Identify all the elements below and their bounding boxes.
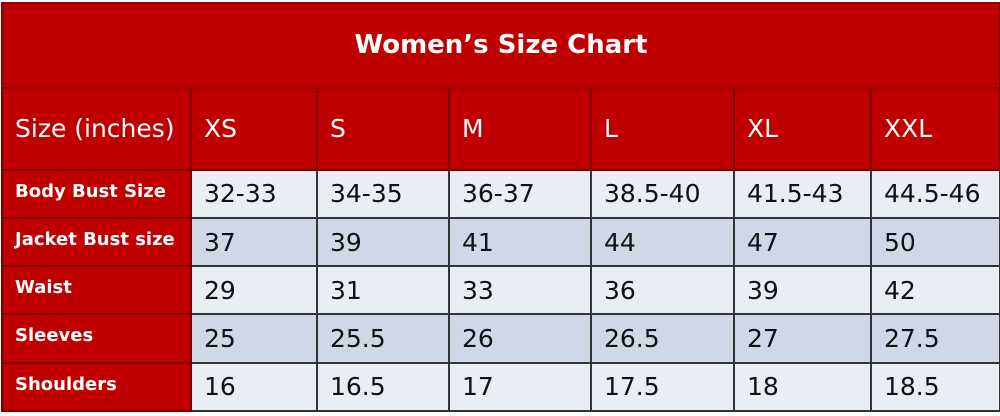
table-row: Body Bust Size 32-33 34-35 36-37 38.5-40 41.5…: [1, 168, 1000, 219]
table-cell: 17.5: [590, 361, 735, 413]
table-cell: 25: [190, 313, 318, 364]
row-label: Shoulders: [1, 361, 192, 413]
row-label: Body Bust Size: [1, 168, 192, 219]
table-cell: 34-35: [316, 168, 450, 219]
table-cell: 25.5: [316, 313, 450, 364]
table-cell: 44: [590, 216, 735, 268]
row-label: Jacket Bust size: [1, 216, 192, 268]
table-cell: 32-33: [190, 168, 318, 219]
table-cell: 26.5: [590, 313, 735, 364]
header-m: M: [448, 86, 592, 171]
table-cell: 39: [733, 265, 872, 316]
table-cell: 42: [869, 265, 1000, 316]
table-cell: 50: [869, 216, 1000, 268]
header-xs: XS: [190, 86, 318, 171]
table-cell: 39: [316, 216, 450, 268]
table-cell: 31: [316, 265, 450, 316]
table-cell: 36: [590, 265, 735, 316]
header-row: Size (inches) XS S M L XL XXL: [1, 86, 1000, 171]
header-l: L: [590, 86, 735, 171]
table-row: Shoulders 16 16.5 17 17.5 18 18.5: [1, 361, 1000, 413]
table-cell: 17: [448, 361, 592, 413]
table-cell: 36-37: [448, 168, 592, 219]
table-row: Waist 29 31 33 36 39 42: [1, 265, 1000, 316]
table-row: Jacket Bust size 37 39 41 44 47 50: [1, 216, 1000, 268]
table-cell: 16: [190, 361, 318, 413]
table-cell: 47: [733, 216, 872, 268]
table-cell: 29: [190, 265, 318, 316]
table-cell: 38.5-40: [590, 168, 735, 219]
table-cell: 18.5: [869, 361, 1000, 413]
table-cell: 26: [448, 313, 592, 364]
row-label: Sleeves: [1, 313, 192, 364]
table-cell: 41.5-43: [733, 168, 872, 219]
table-cell: 44.5-46: [869, 168, 1000, 219]
header-xl: XL: [733, 86, 872, 171]
table-row: Sleeves 25 25.5 26 26.5 27 27.5: [1, 313, 1000, 364]
table-cell: 33: [448, 265, 592, 316]
table-cell: 27: [733, 313, 872, 364]
table-cell: 37: [190, 216, 318, 268]
table-cell: 18: [733, 361, 872, 413]
header-s: S: [316, 86, 450, 171]
table-cell: 27.5: [869, 313, 1000, 364]
header-size-label: Size (inches): [1, 86, 192, 171]
table-title: Women’s Size Chart: [0, 2, 1000, 89]
table-cell: 16.5: [316, 361, 450, 413]
header-xxl: XXL: [869, 86, 1000, 171]
row-label: Waist: [1, 265, 192, 316]
table-cell: 41: [448, 216, 592, 268]
